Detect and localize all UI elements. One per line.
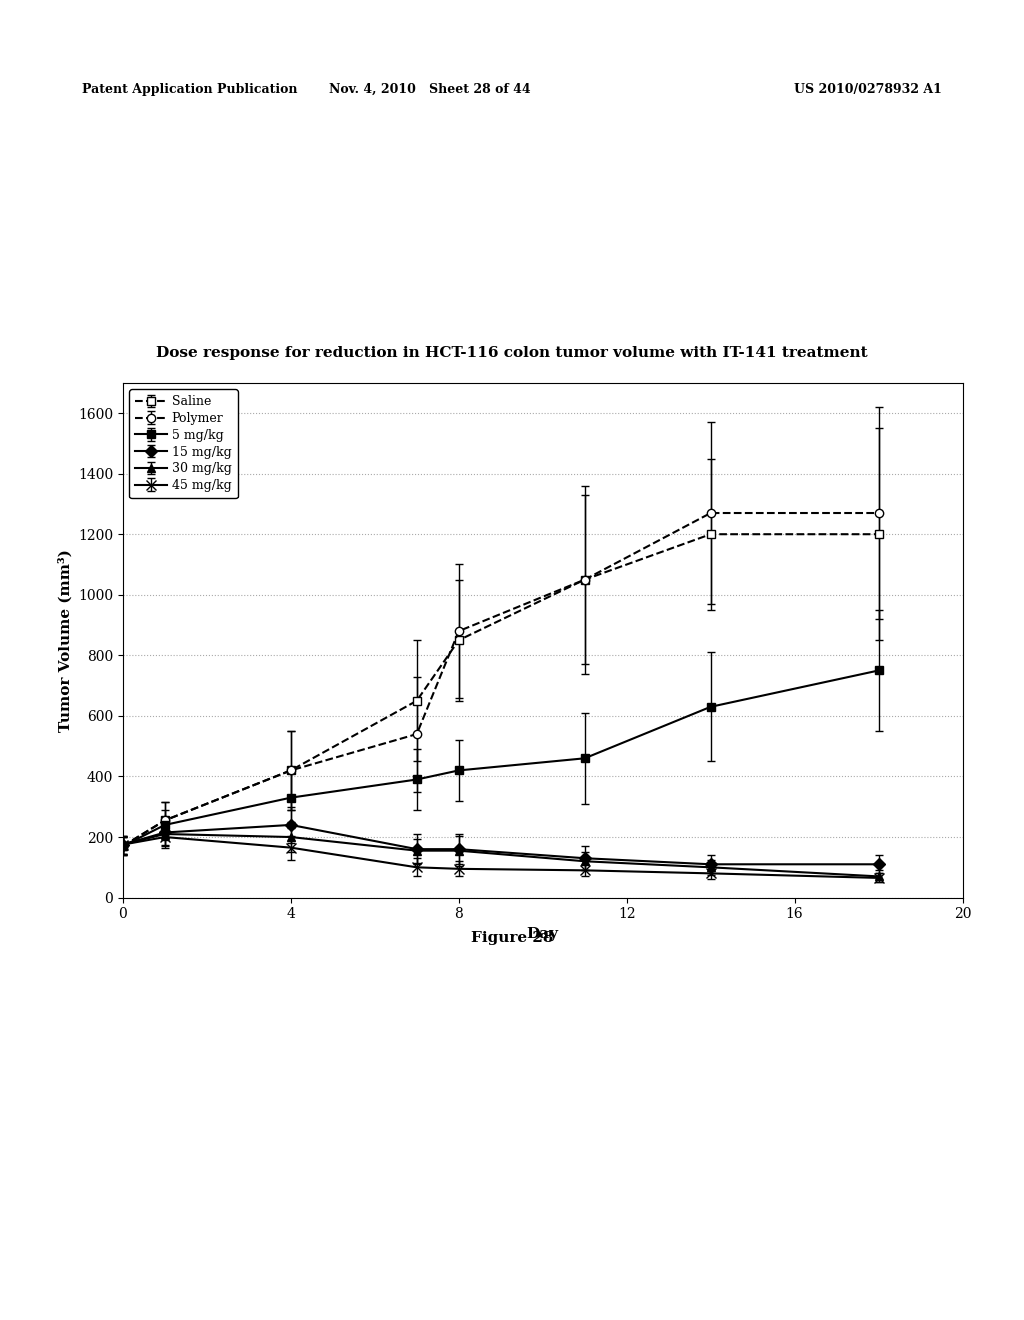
Text: Nov. 4, 2010   Sheet 28 of 44: Nov. 4, 2010 Sheet 28 of 44 <box>330 83 530 96</box>
Text: Patent Application Publication: Patent Application Publication <box>82 83 297 96</box>
X-axis label: Day: Day <box>526 927 559 941</box>
Text: Figure 28: Figure 28 <box>471 931 553 945</box>
Text: US 2010/0278932 A1: US 2010/0278932 A1 <box>795 83 942 96</box>
Text: Dose response for reduction in HCT-116 colon tumor volume with IT-141 treatment: Dose response for reduction in HCT-116 c… <box>157 346 867 360</box>
Legend: Saline, Polymer, 5 mg/kg, 15 mg/kg, 30 mg/kg, 45 mg/kg: Saline, Polymer, 5 mg/kg, 15 mg/kg, 30 m… <box>129 389 238 499</box>
Y-axis label: Tumor Volume (mm³): Tumor Volume (mm³) <box>58 549 73 731</box>
